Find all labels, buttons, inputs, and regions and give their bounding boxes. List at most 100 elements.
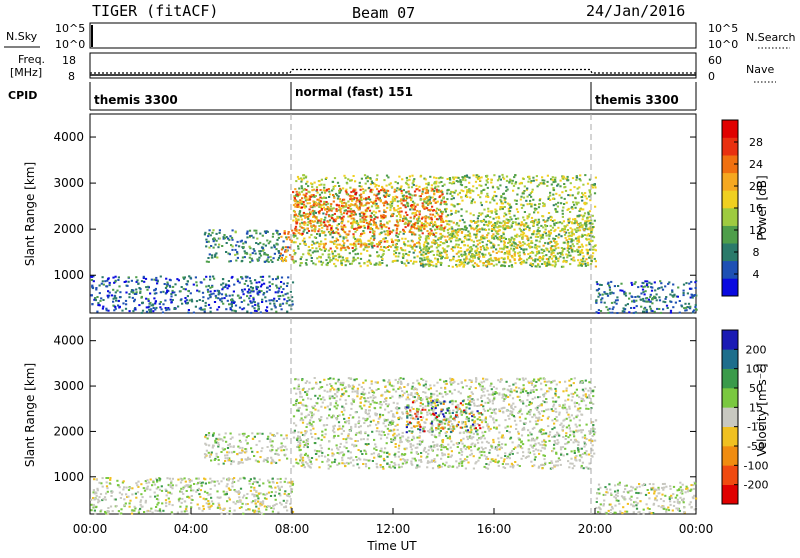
scatter-cell — [297, 204, 299, 206]
scatter-cell — [488, 240, 490, 242]
scatter-cell — [224, 460, 226, 462]
scatter-cell — [382, 254, 384, 256]
scatter-cell — [526, 188, 528, 190]
scatter-cell — [129, 500, 131, 502]
scatter-cell — [477, 265, 479, 267]
scatter-cell — [231, 249, 233, 251]
scatter-cell — [336, 244, 338, 246]
scatter-cell — [342, 240, 344, 242]
scatter-cell — [284, 454, 286, 456]
scatter-cell — [189, 486, 191, 488]
scatter-cell — [233, 477, 235, 479]
scatter-cell — [306, 409, 308, 411]
scatter-cell — [295, 229, 297, 231]
scatter-cell — [202, 296, 204, 298]
scatter-cell — [354, 249, 356, 251]
scatter-cell — [250, 486, 252, 488]
scatter-cell — [585, 238, 587, 240]
scatter-cell — [413, 184, 415, 186]
scatter-cell — [370, 215, 372, 217]
scatter-cell — [525, 248, 527, 250]
scatter-cell — [399, 211, 401, 213]
scatter-cell — [141, 506, 143, 508]
scatter-cell — [343, 202, 345, 204]
scatter-cell — [360, 226, 362, 228]
scatter-cell — [543, 245, 545, 247]
scatter-cell — [318, 220, 320, 222]
scatter-cell — [452, 257, 454, 259]
scatter-cell — [427, 453, 429, 455]
scatter-cell — [170, 279, 172, 281]
scatter-cell — [337, 182, 339, 184]
scatter-cell — [307, 185, 309, 187]
scatter-cell — [515, 224, 517, 226]
scatter-cell — [145, 298, 147, 300]
scatter-cell — [324, 209, 326, 211]
scatter-cell — [463, 221, 465, 223]
scatter-cell — [487, 232, 489, 234]
scatter-cell — [188, 312, 190, 314]
scatter-cell — [335, 265, 337, 267]
scatter-cell — [207, 494, 209, 496]
scatter-cell — [307, 216, 309, 218]
scatter-cell — [161, 502, 163, 504]
scatter-cell — [642, 298, 644, 300]
scatter-cell — [570, 227, 572, 229]
scatter-cell — [550, 254, 552, 256]
scatter-cell — [514, 259, 516, 261]
scatter-cell — [134, 506, 136, 508]
scatter-cell — [269, 289, 271, 291]
scatter-cell — [427, 260, 429, 262]
scatter-cell — [240, 452, 242, 454]
scatter-cell — [478, 253, 480, 255]
scatter-cell — [509, 216, 511, 218]
scatter-cell — [425, 239, 427, 241]
scatter-cell — [213, 247, 215, 249]
scatter-cell — [496, 223, 498, 225]
scatter-cell — [363, 249, 365, 251]
scatter-cell — [226, 242, 228, 244]
scatter-cell — [483, 209, 485, 211]
scatter-cell — [139, 291, 141, 293]
scatter-cell — [440, 215, 442, 217]
scatter-cell — [660, 282, 662, 284]
scatter-cell — [495, 230, 497, 232]
scatter-cell — [309, 236, 311, 238]
scatter-cell — [443, 201, 445, 203]
scatter-cell — [386, 222, 388, 224]
scatter-cell — [514, 174, 516, 176]
scatter-cell — [376, 188, 378, 190]
scatter-cell — [138, 304, 140, 306]
scatter-cell — [577, 444, 579, 446]
scatter-cell — [458, 256, 460, 258]
scatter-cell — [485, 196, 487, 198]
scatter-cell — [460, 181, 462, 183]
scatter-cell — [301, 227, 303, 229]
scatter-cell — [351, 204, 353, 206]
scatter-cell — [511, 237, 513, 239]
scatter-cell — [395, 235, 397, 237]
scatter-cell — [313, 203, 315, 205]
scatter-cell — [424, 259, 426, 261]
scatter-cell — [240, 241, 242, 243]
scatter-cell — [471, 239, 473, 241]
scatter-cell — [195, 478, 197, 480]
scatter-cell — [170, 295, 172, 297]
radar-title: TIGER (fitACF) — [92, 2, 218, 20]
scatter-cell — [499, 229, 501, 231]
scatter-cell — [538, 203, 540, 205]
scatter-cell — [392, 198, 394, 200]
scatter-cell — [529, 256, 531, 258]
scatter-cell — [143, 511, 145, 513]
nave-line — [90, 70, 696, 74]
scatter-cell — [414, 206, 416, 208]
scatter-cell — [250, 478, 252, 480]
scatter-cell — [545, 229, 547, 231]
scatter-cell — [480, 192, 482, 194]
scatter-cell — [257, 460, 259, 462]
scatter-cell — [255, 232, 257, 234]
scatter-cell — [530, 257, 532, 259]
scatter-cell — [379, 261, 381, 263]
scatter-cell — [241, 260, 243, 262]
scatter-cell — [311, 186, 313, 188]
